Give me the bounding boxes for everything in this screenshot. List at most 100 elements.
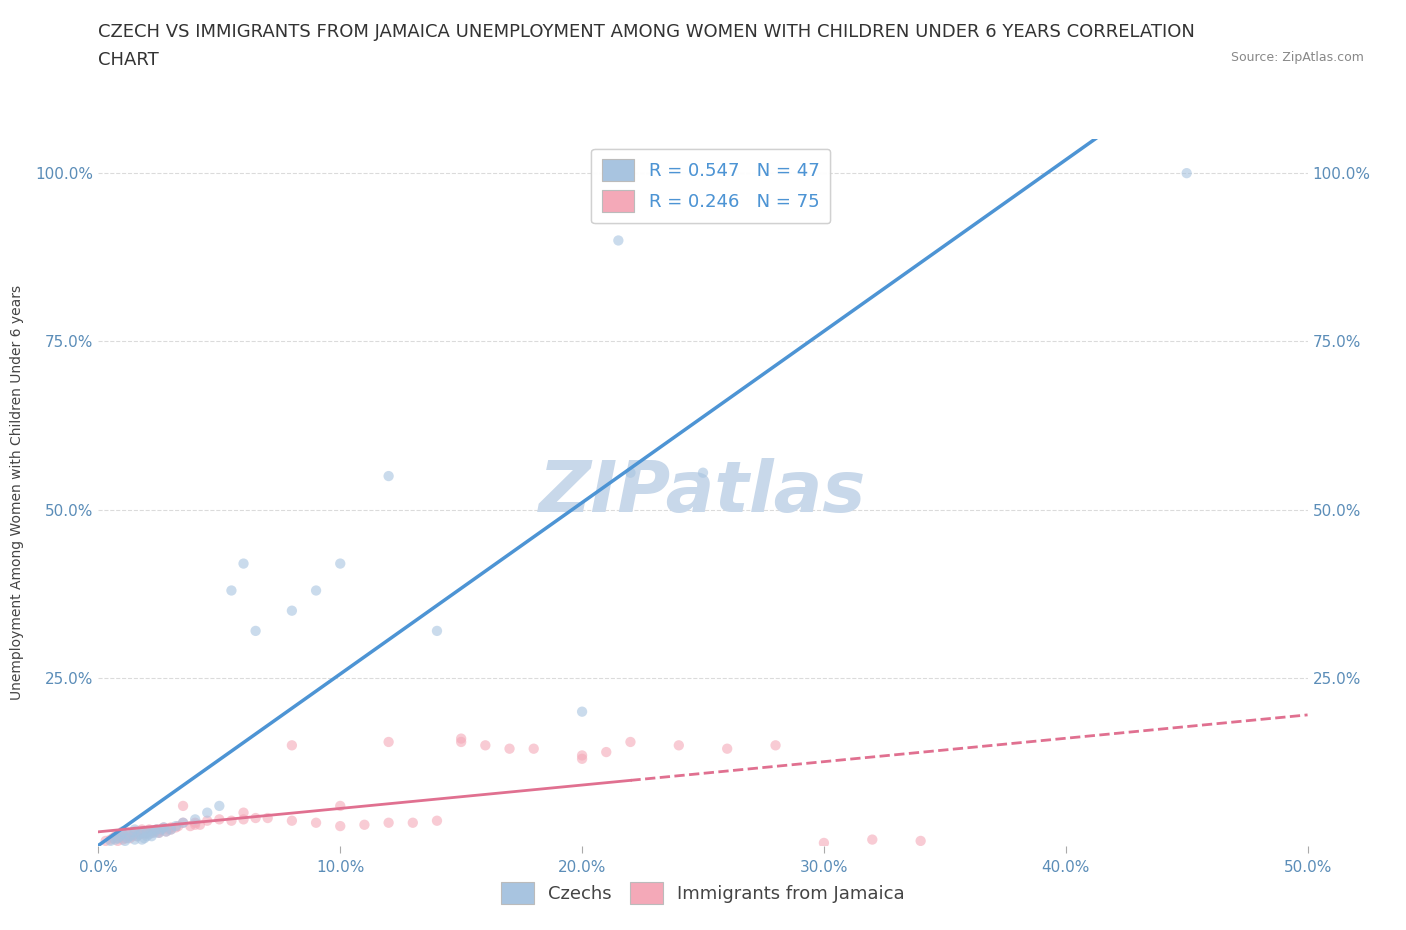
Point xyxy=(172,816,194,830)
Point xyxy=(172,816,194,830)
Point xyxy=(155,824,177,839)
Point xyxy=(160,822,183,837)
Point xyxy=(668,737,690,752)
Point xyxy=(131,826,153,841)
Point xyxy=(111,824,134,839)
Point xyxy=(245,811,267,826)
Point xyxy=(100,832,122,847)
Point xyxy=(157,822,180,837)
Point xyxy=(111,827,134,842)
Point xyxy=(377,469,399,484)
Point xyxy=(607,233,630,248)
Point xyxy=(135,824,157,839)
Point xyxy=(256,811,278,826)
Point xyxy=(148,826,170,841)
Point xyxy=(305,816,328,830)
Point xyxy=(184,812,207,827)
Point xyxy=(141,829,163,844)
Point xyxy=(232,556,254,571)
Point xyxy=(160,822,183,837)
Point xyxy=(121,826,143,841)
Point xyxy=(135,826,157,841)
Point xyxy=(165,820,187,835)
Point xyxy=(208,799,231,814)
Point xyxy=(716,741,738,756)
Point xyxy=(281,737,304,752)
Point xyxy=(692,465,714,480)
Point xyxy=(910,833,932,848)
Point xyxy=(860,832,883,847)
Point xyxy=(117,826,139,841)
Point xyxy=(141,824,163,839)
Point xyxy=(765,737,787,752)
Point xyxy=(813,835,835,850)
Point xyxy=(155,824,177,839)
Point xyxy=(118,830,141,845)
Point xyxy=(281,604,304,618)
Point xyxy=(124,827,146,842)
Point xyxy=(245,623,267,638)
Point xyxy=(128,827,150,842)
Text: CHART: CHART xyxy=(98,51,159,69)
Legend: Czechs, Immigrants from Jamaica: Czechs, Immigrants from Jamaica xyxy=(494,875,912,911)
Point xyxy=(118,829,141,844)
Point xyxy=(148,824,170,839)
Point xyxy=(124,824,146,839)
Point xyxy=(571,748,593,763)
Point xyxy=(131,822,153,837)
Point xyxy=(221,813,243,828)
Point xyxy=(114,833,136,848)
Point xyxy=(595,745,617,760)
Point xyxy=(141,826,163,841)
Point xyxy=(402,816,425,830)
Point xyxy=(94,833,117,848)
Point xyxy=(127,829,149,844)
Point xyxy=(160,820,183,835)
Point xyxy=(138,822,160,837)
Point xyxy=(135,826,157,841)
Point xyxy=(450,735,472,750)
Point xyxy=(426,623,449,638)
Point xyxy=(152,820,174,835)
Point xyxy=(124,832,146,847)
Point xyxy=(571,751,593,766)
Point xyxy=(138,827,160,842)
Point xyxy=(474,737,496,752)
Legend: R = 0.547   N = 47, R = 0.246   N = 75: R = 0.547 N = 47, R = 0.246 N = 75 xyxy=(591,149,831,223)
Point xyxy=(114,830,136,845)
Point xyxy=(498,741,520,756)
Point xyxy=(184,817,207,832)
Point xyxy=(188,817,211,832)
Point xyxy=(167,818,190,833)
Point xyxy=(329,556,352,571)
Point xyxy=(145,822,167,837)
Point xyxy=(100,833,122,848)
Point xyxy=(127,829,149,844)
Point xyxy=(145,822,167,837)
Point xyxy=(107,833,129,848)
Text: CZECH VS IMMIGRANTS FROM JAMAICA UNEMPLOYMENT AMONG WOMEN WITH CHILDREN UNDER 6 : CZECH VS IMMIGRANTS FROM JAMAICA UNEMPLO… xyxy=(98,23,1195,41)
Point xyxy=(128,827,150,842)
Point xyxy=(104,832,127,847)
Point xyxy=(450,731,472,746)
Point xyxy=(523,741,546,756)
Point xyxy=(131,832,153,847)
Text: Source: ZipAtlas.com: Source: ZipAtlas.com xyxy=(1230,51,1364,64)
Point xyxy=(1175,166,1198,180)
Point xyxy=(195,805,218,820)
Point xyxy=(377,735,399,750)
Point xyxy=(111,832,134,847)
Point xyxy=(426,813,449,828)
Point xyxy=(172,799,194,814)
Point xyxy=(281,813,304,828)
Point xyxy=(131,826,153,841)
Point xyxy=(221,583,243,598)
Point xyxy=(134,827,156,842)
Point xyxy=(117,829,139,844)
Point xyxy=(107,830,129,845)
Point xyxy=(329,799,352,814)
Point xyxy=(104,829,127,844)
Point xyxy=(179,818,201,833)
Point xyxy=(619,465,641,480)
Point xyxy=(184,816,207,830)
